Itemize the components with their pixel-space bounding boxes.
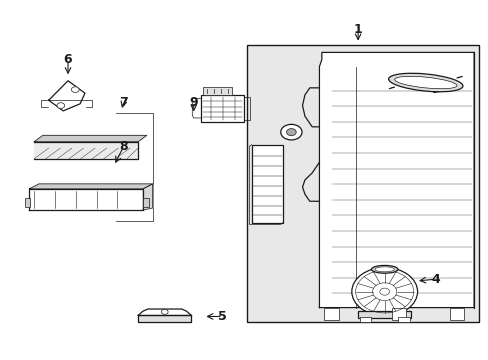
- Bar: [357, 311, 410, 318]
- Ellipse shape: [374, 267, 393, 272]
- Circle shape: [161, 309, 168, 314]
- Polygon shape: [34, 135, 146, 142]
- Text: 2: 2: [440, 78, 448, 91]
- Bar: [246, 45, 478, 322]
- Ellipse shape: [371, 265, 397, 273]
- Polygon shape: [29, 184, 152, 189]
- Text: 7: 7: [119, 95, 128, 108]
- Text: 1: 1: [353, 23, 362, 36]
- Circle shape: [286, 129, 296, 136]
- Polygon shape: [319, 53, 473, 307]
- Bar: [203, 87, 232, 95]
- Bar: [251, 145, 283, 222]
- Circle shape: [71, 87, 79, 93]
- Polygon shape: [138, 315, 191, 322]
- Text: 3: 3: [257, 156, 265, 169]
- Bar: [24, 198, 30, 207]
- Bar: [359, 317, 370, 322]
- Text: 8: 8: [119, 140, 128, 153]
- Ellipse shape: [388, 73, 462, 92]
- Bar: [142, 198, 148, 207]
- Bar: [449, 307, 464, 320]
- Text: 5: 5: [218, 310, 226, 323]
- Circle shape: [57, 103, 64, 108]
- Ellipse shape: [394, 76, 456, 89]
- Polygon shape: [49, 81, 85, 111]
- Text: 9: 9: [189, 95, 198, 108]
- Polygon shape: [34, 142, 138, 159]
- Circle shape: [351, 267, 417, 316]
- Bar: [324, 307, 338, 320]
- Text: 4: 4: [430, 273, 439, 286]
- Text: 6: 6: [63, 53, 72, 66]
- Bar: [397, 317, 409, 322]
- Polygon shape: [142, 184, 152, 210]
- Polygon shape: [29, 189, 142, 210]
- Bar: [391, 307, 406, 320]
- Bar: [201, 95, 244, 122]
- Circle shape: [280, 124, 302, 140]
